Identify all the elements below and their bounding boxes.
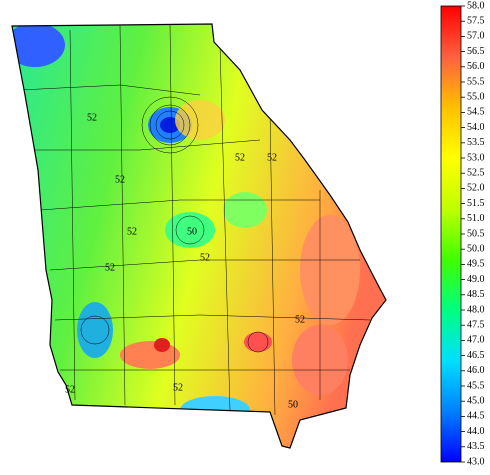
colorbar-tick-label: 48.5 [467,289,485,300]
colorbar-tick-label: 56.5 [467,46,485,57]
colorbar-tick-label: 45.0 [467,395,485,406]
contour-label: 52 [87,112,97,123]
contour-label: 52 [105,262,115,273]
colorbar-tick-label: 55.5 [467,76,485,87]
contour-label: 52 [65,384,75,395]
colorbar-tick-label: 48.0 [467,304,485,315]
colorbar-tick-label: 51.5 [467,198,485,209]
colorbar-tick-label: 44.0 [467,426,485,437]
colorbar-tick-label: 56.0 [467,61,485,72]
contour-label: 52 [127,226,137,237]
contour-label: 52 [115,174,125,185]
contour-label: 52 [173,382,183,393]
contour-label: 50 [288,399,298,410]
colorbar-tick-label: 45.5 [467,380,485,391]
colorbar-tick-label: 43.5 [467,441,485,452]
colorbar-tick-label: 50.5 [467,228,485,239]
colorbar-tick-label: 58.0 [467,0,485,11]
colorbar-tick-label: 53.5 [467,137,485,148]
contour-label: 52 [200,252,210,263]
colorbar-tick-label: 46.0 [467,365,485,376]
contour-label: 52 [295,314,305,325]
colorbar-tick-label: 50.0 [467,243,485,254]
colorbar [440,5,462,463]
colorbar-tick-label: 52.0 [467,183,485,194]
colorbar-tick-label: 47.0 [467,335,485,346]
colorbar-tick-label: 55.0 [467,91,485,102]
colorbar-tick-label: 52.5 [467,167,485,178]
colorbar-tick-label: 51.0 [467,213,485,224]
contour-label: 52 [235,152,245,163]
colorbar-tick-label: 57.5 [467,15,485,26]
colorbar-tick-label: 49.5 [467,259,485,270]
colorbar-tick-label: 44.5 [467,411,485,422]
colorbar-tick-label: 57.0 [467,31,485,42]
colorbar-tick-label: 43.0 [467,456,485,467]
state-outline [11,23,387,449]
colorbar-tick-label: 54.5 [467,107,485,118]
contour-label: 52 [267,152,277,163]
colorbar-tick-label: 46.5 [467,350,485,361]
colorbar-tick-label: 53.0 [467,152,485,163]
map-area [12,24,386,448]
contour-label: 50 [187,226,197,237]
colorbar-tick-label: 49.0 [467,274,485,285]
colorbar-tick-label: 54.0 [467,122,485,133]
contour-labels: 52 52 52 52 52 52 50 52 52 50 52 52 [65,112,305,410]
colorbar-tick-label: 47.5 [467,319,485,330]
